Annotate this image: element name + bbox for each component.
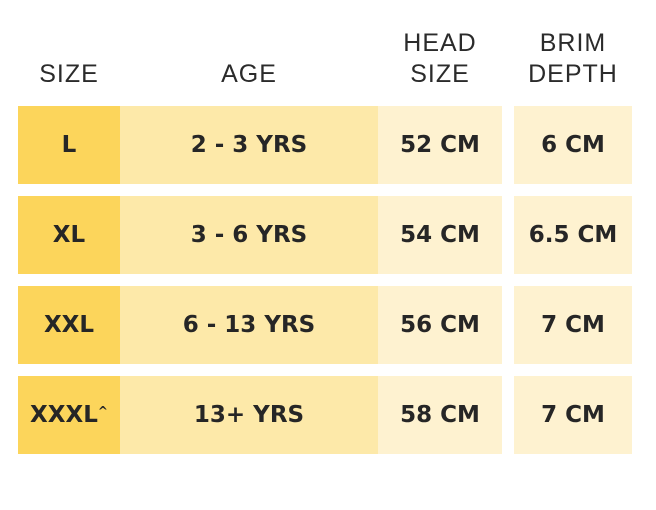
header-line: AGE (221, 60, 277, 88)
header-line: HEAD (403, 29, 477, 57)
cell-text: 3 - 6 YRS (190, 222, 308, 248)
header-line: BRIM (539, 29, 607, 57)
cell-text: 52 CM (400, 132, 480, 158)
cell-text: 6 CM (541, 132, 605, 158)
cell-text: 54 CM (400, 222, 480, 248)
table-cell: XL (18, 196, 120, 274)
table-cell: 13+ YRS (120, 376, 378, 454)
table-cell: L (18, 106, 120, 184)
cell-text: 7 CM (541, 402, 605, 428)
header-line: SIZE (39, 60, 99, 88)
header-line: SIZE (410, 60, 470, 88)
cell-text: XL (52, 222, 86, 248)
column-header: AGE (120, 59, 378, 90)
cell-text: 7 CM (541, 312, 605, 338)
table-cell: XXL (18, 286, 120, 364)
table-cell: XXXL ^ (18, 376, 120, 454)
header-line: DEPTH (528, 60, 618, 88)
cell-text: 6.5 CM (528, 222, 618, 248)
table-cell: 2 - 3 YRS (120, 106, 378, 184)
table-cell: 6 CM (514, 106, 632, 184)
table-cell: 52 CM (378, 106, 502, 184)
column-header: SIZE (18, 59, 120, 90)
cell-text: L (61, 132, 77, 158)
size-note: ^ (97, 404, 108, 418)
cell-text: 58 CM (400, 402, 480, 428)
cell-text: 56 CM (400, 312, 480, 338)
table-cell: 6 - 13 YRS (120, 286, 378, 364)
table-cell: 6.5 CM (514, 196, 632, 274)
cell-text: XXL (43, 312, 95, 338)
table-cell: 54 CM (378, 196, 502, 274)
table-cell: 7 CM (514, 286, 632, 364)
cell-text: 6 - 13 YRS (182, 312, 316, 338)
column-header: BRIM DEPTH (514, 28, 632, 90)
table-cell: 3 - 6 YRS (120, 196, 378, 274)
table-cell: 56 CM (378, 286, 502, 364)
table-cell: 7 CM (514, 376, 632, 454)
cell-text: 13+ YRS (193, 402, 305, 428)
table-cell: 58 CM (378, 376, 502, 454)
column-header: HEAD SIZE (378, 28, 502, 90)
cell-text: 2 - 3 YRS (190, 132, 308, 158)
cell-text: XXXL (30, 402, 98, 428)
